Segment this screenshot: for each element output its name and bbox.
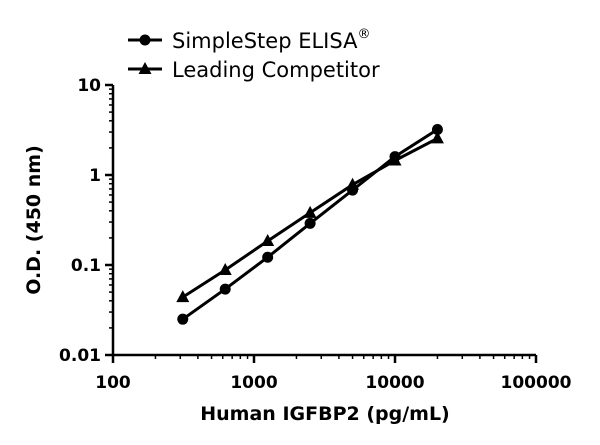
legend-label-competitor: Leading Competitor [172,58,380,82]
y-tick-label: 1 [89,166,101,186]
x-axis-title: Human IGFBP2 (pg/mL) [200,403,450,425]
data-point [303,205,317,218]
series-competitor [176,131,444,303]
y-ticks: 0.01 0.1 1 10 [59,76,113,366]
y-tick-label: 10 [77,76,101,96]
series-layer [176,124,444,325]
data-point [219,283,231,295]
y-tick-label: 0.1 [71,256,101,276]
data-point [218,262,232,275]
data-point [430,131,444,144]
data-point [262,251,274,263]
data-point [388,153,402,166]
data-point [176,290,190,303]
y-axis-title: O.D. (450 nm) [23,145,45,295]
legend-marker-simplestep [139,34,151,46]
data-point [261,233,275,246]
legend-label-simplestep: SimpleStep ELISA® [172,27,370,53]
data-point [346,177,360,190]
x-tick-label: 100000 [501,373,572,393]
legend: SimpleStep ELISA® Leading Competitor [128,27,380,82]
y-tick-label: 0.01 [59,346,101,366]
series-simplestep [177,124,443,325]
data-point [431,124,443,136]
legend-item-simplestep: SimpleStep ELISA® [128,27,370,53]
legend-item-competitor: Leading Competitor [128,58,380,82]
x-tick-label: 1000 [230,373,277,393]
axes: 0.01 0.1 1 10 100 1000 10000 100000 [59,76,572,393]
x-ticks: 100 1000 10000 100000 [95,355,572,393]
data-point [304,217,316,229]
legend-marker-competitor [138,62,152,74]
x-tick-label: 100 [95,373,131,393]
data-point [177,313,189,325]
x-tick-label: 10000 [365,373,424,393]
